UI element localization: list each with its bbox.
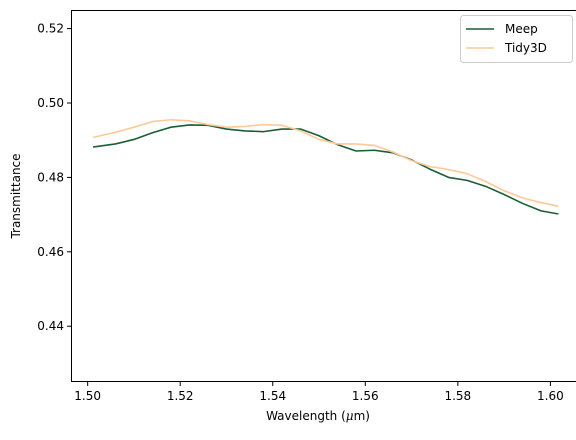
legend-label-tidy3d: Tidy3D bbox=[504, 41, 547, 55]
legend: Meep Tidy3D bbox=[461, 16, 573, 63]
x-tick-label: 1.56 bbox=[352, 389, 379, 403]
y-tick-label: 0.46 bbox=[37, 245, 64, 259]
y-tick-label: 0.50 bbox=[37, 96, 64, 110]
y-tick-label: 0.48 bbox=[37, 170, 64, 184]
x-tick-label: 1.52 bbox=[167, 389, 194, 403]
y-tick-label: 0.44 bbox=[37, 319, 64, 333]
y-tick-label: 0.52 bbox=[37, 22, 64, 36]
x-axis-label: Wavelength (μm) bbox=[266, 409, 370, 423]
plot-area bbox=[71, 10, 576, 382]
y-axis-label: Transmittance bbox=[9, 153, 23, 239]
x-tick-label: 1.60 bbox=[537, 389, 564, 403]
x-tick-label: 1.54 bbox=[259, 389, 286, 403]
x-tick-label: 1.58 bbox=[444, 389, 471, 403]
x-tick-label: 1.50 bbox=[74, 389, 101, 403]
legend-label-meep: Meep bbox=[505, 22, 538, 36]
